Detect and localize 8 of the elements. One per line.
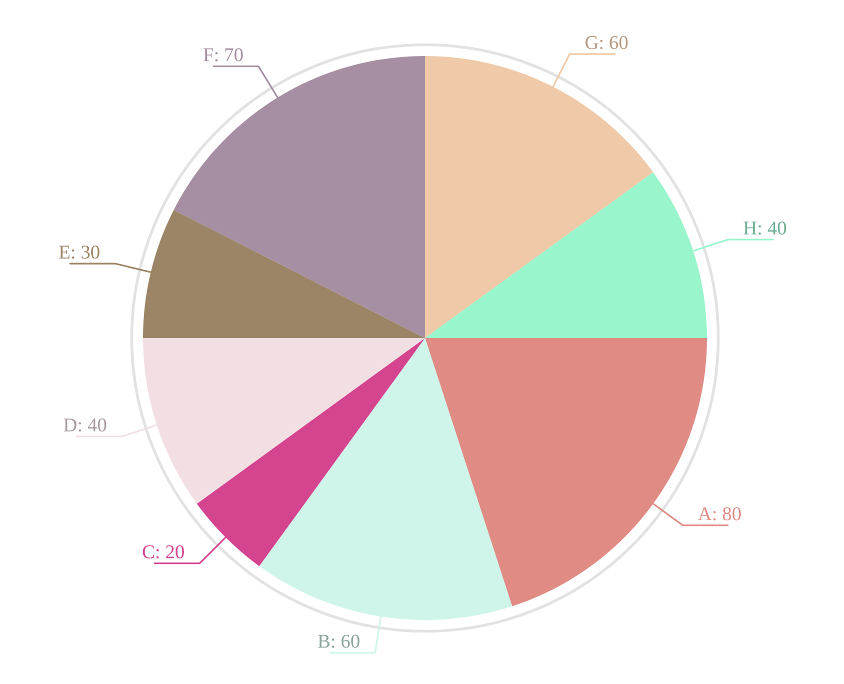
data-label: C: 20 xyxy=(142,545,184,558)
data-label: F: 70 xyxy=(204,48,243,62)
data-label: E: 30 xyxy=(59,246,100,259)
data-label: D: 40 xyxy=(64,418,106,432)
data-label: H: 40 xyxy=(744,221,786,235)
data-label: B: 60 xyxy=(318,634,360,648)
data-label: A: 80 xyxy=(698,507,741,520)
data-label: G: 60 xyxy=(585,36,628,50)
